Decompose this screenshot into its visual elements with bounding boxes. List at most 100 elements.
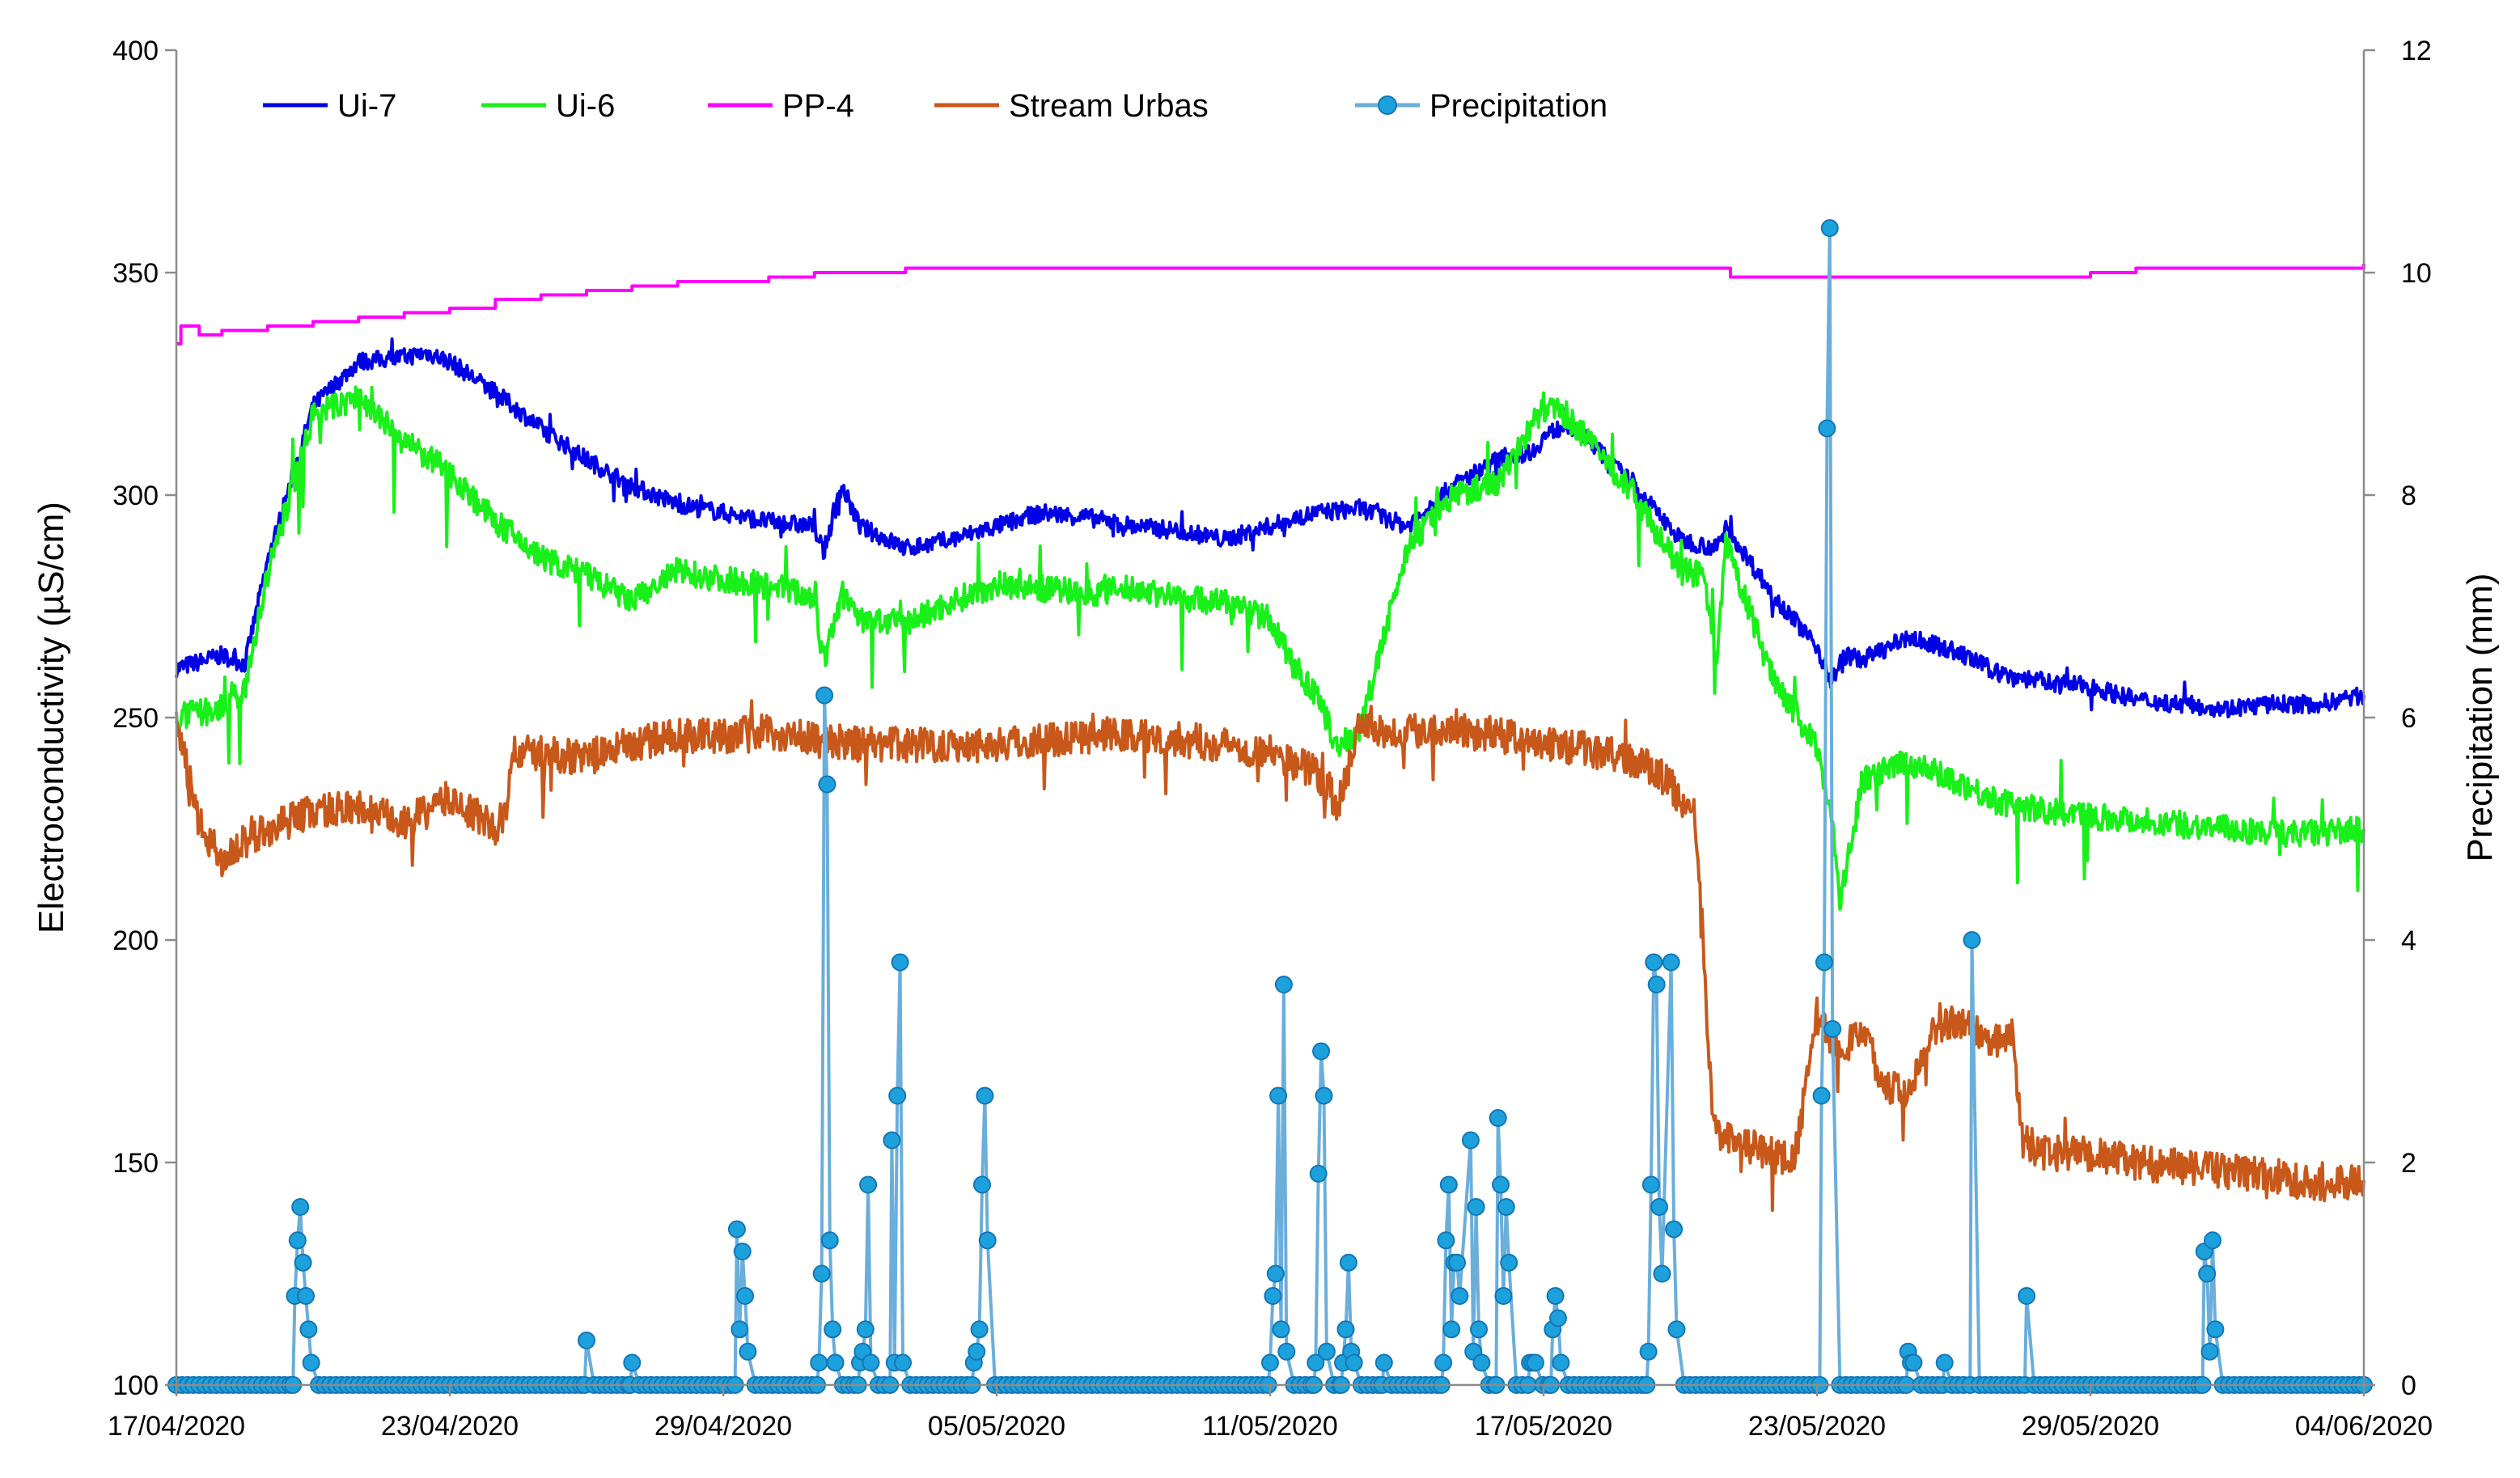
precipitation-point xyxy=(1451,1287,1469,1305)
x-tick-label: 05/05/2020 xyxy=(928,1411,1065,1442)
y-tick-label: 200 xyxy=(112,925,159,956)
legend-label: Precipitation xyxy=(1429,88,1607,124)
series-line-stream-urbas xyxy=(175,699,2365,1213)
precipitation-point xyxy=(1336,1320,1355,1339)
y2-tick-label: 8 xyxy=(2401,481,2416,511)
precipitation-point xyxy=(1345,1353,1363,1372)
axes: 100 150 200 250 300 350 400 0 2 4 6 8 10 12 17/04/2020… xyxy=(32,36,2500,1442)
y-tick-label: 400 xyxy=(112,36,159,66)
precipitation-point xyxy=(1935,1353,1954,1372)
precipitation-point xyxy=(1470,1320,1488,1339)
precipitation-point xyxy=(1812,1086,1831,1105)
precipitation-point xyxy=(1439,1175,1458,1194)
precipitation-point xyxy=(727,1220,746,1239)
precipitation-point xyxy=(1641,1175,1660,1194)
precipitation-point xyxy=(810,1353,828,1372)
precipitation-point xyxy=(2018,1287,2036,1305)
precipitation-point xyxy=(1647,976,1666,993)
precipitation-point xyxy=(862,1353,880,1372)
precipitation-point xyxy=(1264,1287,1282,1305)
precipitation-point xyxy=(1645,953,1663,972)
precipitation-point xyxy=(1665,1220,1684,1239)
precipitation-point xyxy=(1274,976,1293,993)
precipitation-point xyxy=(1526,1353,1544,1372)
x-tick-label: 23/05/2020 xyxy=(1748,1411,1886,1442)
precipitation-point xyxy=(2198,1264,2217,1283)
precipitation-point xyxy=(815,686,834,705)
legend-item-precipitation: Precipitation xyxy=(1355,88,1607,124)
precipitation-point xyxy=(1823,1020,1842,1038)
precipitation-point xyxy=(1489,1109,1507,1127)
precipitation-point xyxy=(976,1086,994,1105)
precipitation-point xyxy=(578,1332,595,1349)
precipitation-point xyxy=(2206,1320,2225,1339)
precipitation-point xyxy=(1339,1253,1357,1272)
precipitation-point xyxy=(1309,1164,1328,1183)
legend-item-ui-6: Ui-6 xyxy=(481,88,615,124)
legend-item-pp-4: PP-4 xyxy=(708,88,854,124)
y-tick-label: 350 xyxy=(112,258,159,289)
precipitation-point xyxy=(299,1320,318,1339)
precipitation-point xyxy=(812,1264,831,1283)
x-tick-label: 17/05/2020 xyxy=(1475,1411,1612,1442)
x-tick-label: 17/04/2020 xyxy=(108,1411,245,1442)
legend: Ui-7 Ui-6 PP-4 Stream Urbas Precipitation xyxy=(263,88,1607,124)
precipitation-point xyxy=(1307,1353,1325,1372)
precipitation-point xyxy=(1667,1320,1686,1339)
y-tick-label: 250 xyxy=(112,703,159,734)
precipitation-point xyxy=(733,1243,752,1260)
precipitation-point xyxy=(856,1320,875,1339)
precipitation-point xyxy=(818,775,836,794)
legend-label: Ui-7 xyxy=(337,88,396,124)
precipitation-point xyxy=(824,1320,842,1339)
precipitation-point xyxy=(739,1342,757,1361)
precipitation-point xyxy=(1492,1175,1510,1194)
precipitation-point xyxy=(1662,953,1680,972)
precipitation-point xyxy=(1963,931,1981,949)
y2-tick-label: 0 xyxy=(2401,1370,2416,1401)
legend-label: PP-4 xyxy=(782,88,854,124)
precipitation-point xyxy=(1434,1353,1453,1372)
precipitation-point xyxy=(1815,953,1833,972)
precipitation-point xyxy=(1461,1131,1480,1150)
y2-tick-label: 4 xyxy=(2401,925,2416,956)
precipitation-point xyxy=(1277,1342,1296,1361)
precipitation-point xyxy=(978,1231,997,1250)
x-tick-label: 11/05/2020 xyxy=(1202,1411,1338,1442)
precipitation-point xyxy=(1261,1353,1279,1372)
x-tick-label: 29/04/2020 xyxy=(654,1411,792,1442)
precipitation-point xyxy=(1497,1198,1515,1216)
precipitation-point xyxy=(888,1086,907,1105)
precipitation-point xyxy=(297,1287,315,1305)
y-axis-title: Electroconductivity (µS/cm) xyxy=(32,502,71,934)
precipitation-point xyxy=(968,1342,986,1361)
x-tick-label: 04/06/2020 xyxy=(2295,1411,2433,1442)
precipitation-point xyxy=(294,1253,312,1272)
precipitation-point xyxy=(1472,1353,1491,1372)
precipitation-point xyxy=(1312,1042,1331,1061)
series-line-ui-6 xyxy=(175,385,2365,911)
precipitation-point xyxy=(1904,1353,1923,1372)
precipitation-point xyxy=(1317,1342,1336,1361)
precipitation-point xyxy=(736,1287,754,1305)
precipitation-point xyxy=(891,953,909,972)
y2-tick-label: 6 xyxy=(2401,703,2416,734)
y-tick-label: 150 xyxy=(112,1148,159,1179)
precipitation-point xyxy=(288,1231,307,1250)
precipitation-point xyxy=(820,1231,839,1250)
y2-tick-label: 2 xyxy=(2401,1148,2416,1179)
precipitation-point xyxy=(1494,1287,1513,1305)
series-line-ui-7 xyxy=(175,337,2365,719)
y2-tick-label: 12 xyxy=(2401,36,2432,66)
precipitation-point xyxy=(291,1198,310,1216)
precipitation-point xyxy=(2200,1342,2219,1361)
precipitation-point xyxy=(731,1320,749,1339)
precipitation-point xyxy=(1549,1309,1567,1328)
y-tick-label: 300 xyxy=(112,481,159,511)
precipitation-point xyxy=(1820,219,1839,237)
legend-label: Stream Urbas xyxy=(1009,88,1209,124)
precipitation-point xyxy=(1266,1264,1285,1283)
precipitation-point xyxy=(1442,1320,1461,1339)
